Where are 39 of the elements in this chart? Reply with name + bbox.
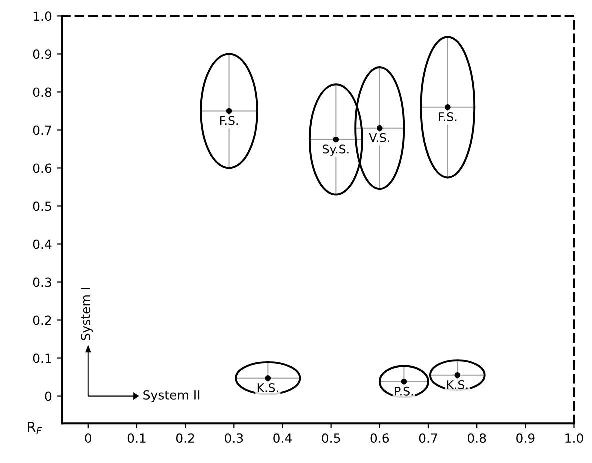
y-tick-label: 0.5 bbox=[33, 202, 52, 212]
y-tick-label: 0.7 bbox=[33, 126, 52, 136]
x-tick-label: 0.1 bbox=[128, 434, 146, 444]
y-tick-label: 0.1 bbox=[33, 354, 52, 364]
x-tick-label: 0.2 bbox=[176, 434, 194, 444]
y-tick-label: 0.6 bbox=[33, 164, 52, 174]
x-tick-label: 1.0 bbox=[566, 434, 584, 444]
x-tick-label: 0 bbox=[85, 434, 92, 444]
annotation: System I bbox=[81, 288, 93, 340]
y-tick-label: 0.3 bbox=[33, 278, 52, 288]
annotation: K.S. bbox=[258, 383, 278, 392]
y-tick-label: 0.8 bbox=[33, 88, 52, 98]
annotation: V.S. bbox=[369, 133, 390, 142]
annotation: Sy.S. bbox=[323, 144, 349, 156]
x-tick-label: 0.9 bbox=[516, 434, 535, 444]
x-tick-label: 0.6 bbox=[370, 434, 390, 444]
annotation: System II bbox=[144, 390, 200, 402]
point bbox=[454, 372, 461, 378]
point bbox=[377, 125, 383, 132]
point bbox=[445, 104, 451, 110]
y-tick-label: 0 bbox=[45, 392, 52, 402]
annotation: F.S. bbox=[439, 112, 457, 122]
y-tick-label: 0.2 bbox=[33, 316, 52, 326]
x-tick-label: 0.5 bbox=[322, 434, 340, 444]
y-tick-label: 1.0 bbox=[34, 12, 52, 22]
annotation: K.S. bbox=[447, 380, 468, 390]
point bbox=[333, 136, 340, 143]
x-tick-label: 0.4 bbox=[274, 434, 292, 444]
y-tick-label: 0.9 bbox=[33, 50, 52, 60]
y-tick-label: 0.4 bbox=[33, 240, 52, 250]
annotation: F.S. bbox=[220, 116, 238, 126]
x-tick-label: 0.3 bbox=[225, 434, 244, 444]
x-tick-label: 0.8 bbox=[468, 434, 486, 444]
x-tick-label: 0.7 bbox=[419, 434, 438, 444]
point bbox=[226, 108, 232, 114]
text: R$_{F}$ bbox=[28, 422, 42, 434]
annotation: P.S. bbox=[395, 386, 414, 396]
point bbox=[401, 378, 408, 385]
point bbox=[265, 376, 272, 382]
